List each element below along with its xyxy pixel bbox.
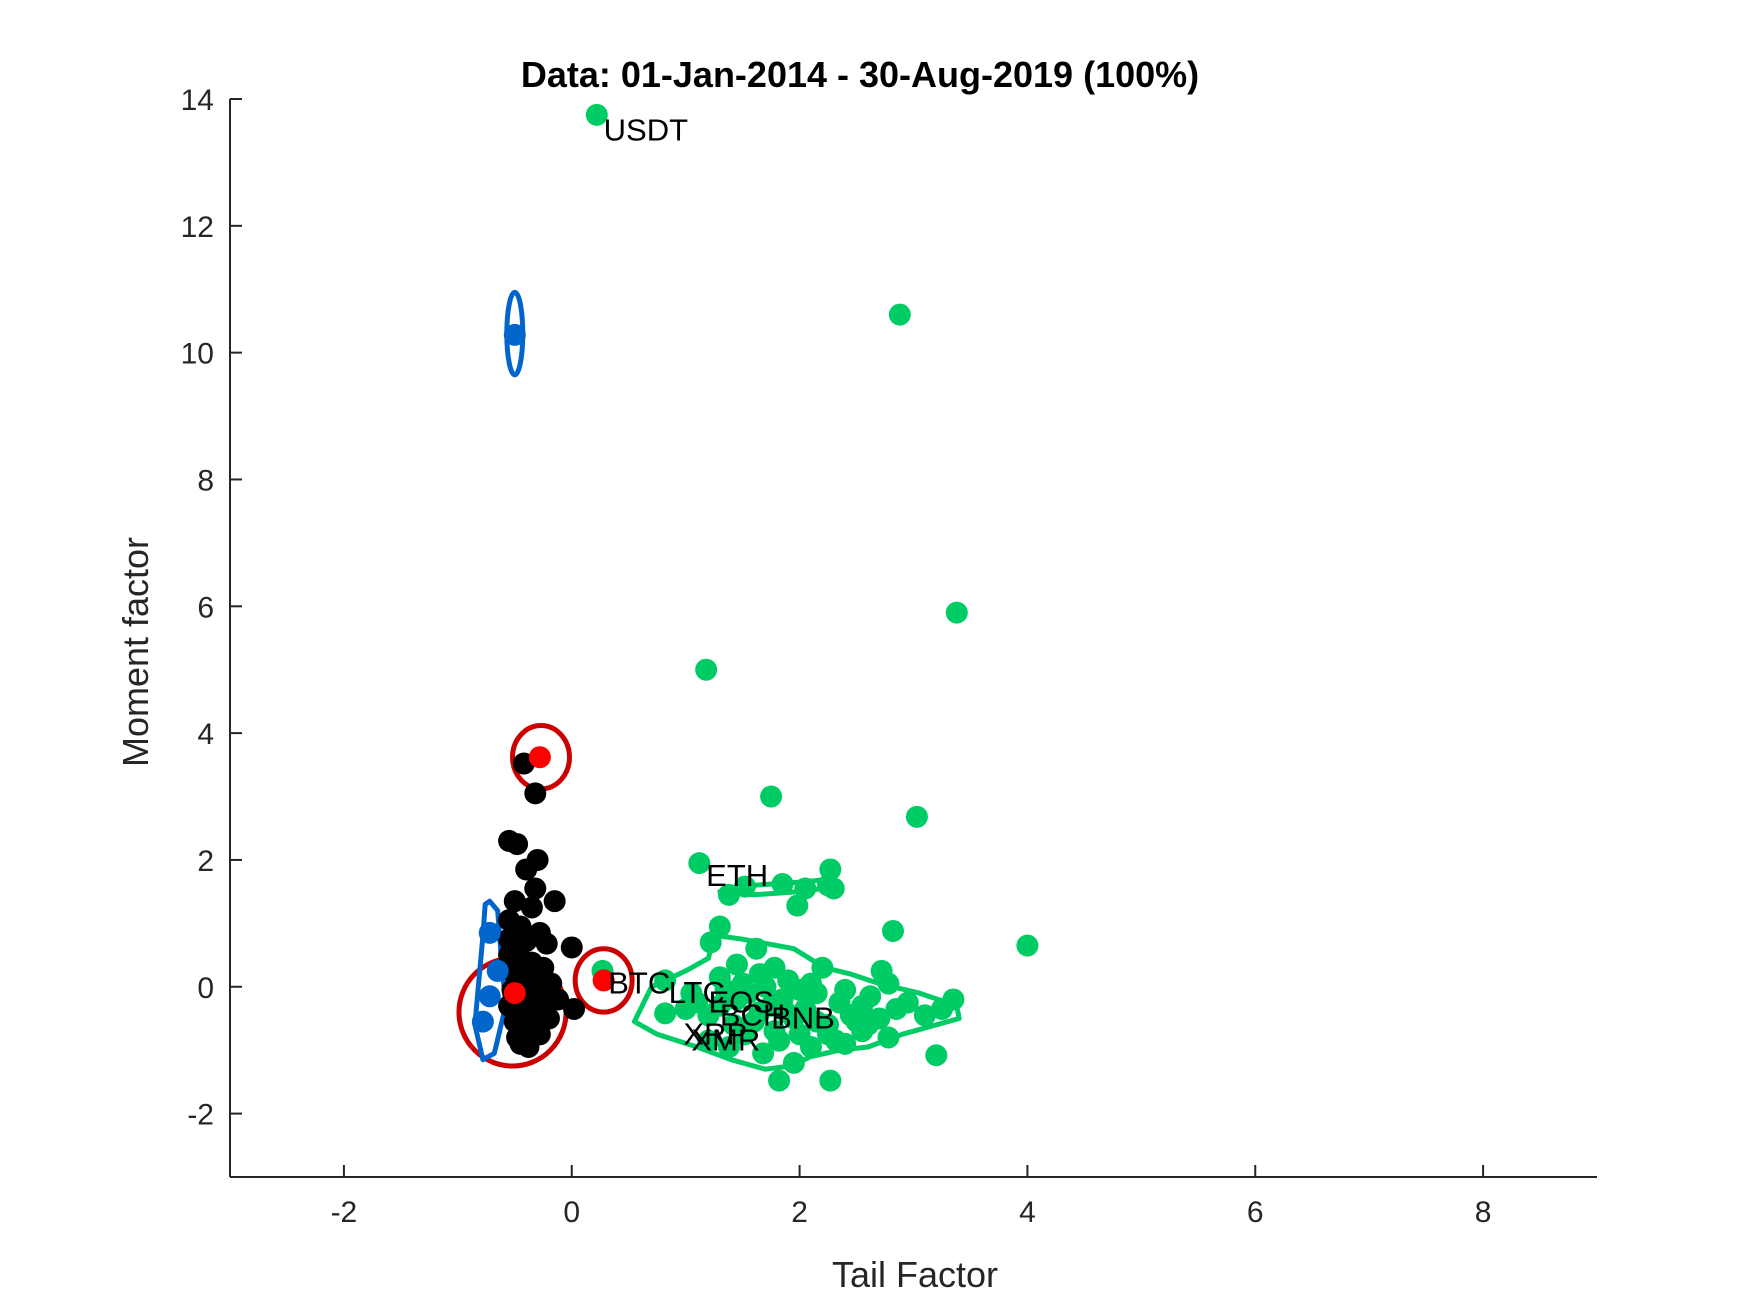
y-tick-label: 2 <box>197 845 214 878</box>
data-point <box>794 877 817 900</box>
x-tick-label: 8 <box>1475 1196 1492 1229</box>
data-point <box>877 972 900 995</box>
data-point <box>535 932 558 955</box>
data-point <box>788 1023 811 1046</box>
data-point <box>697 1029 720 1052</box>
x-tick-label: -2 <box>331 1196 358 1229</box>
data-point <box>515 858 538 881</box>
data-point <box>811 956 834 979</box>
point-label: BCH <box>720 997 785 1032</box>
y-tick-label: 4 <box>197 718 214 751</box>
data-point <box>859 985 882 1008</box>
point-label: XMR <box>691 1023 760 1058</box>
x-tick-label: 0 <box>563 1196 580 1229</box>
point-label: ETH <box>706 858 768 893</box>
data-point <box>592 969 615 992</box>
data-point <box>768 1069 791 1092</box>
data-point <box>752 1042 775 1065</box>
data-point <box>1016 934 1039 957</box>
point-label: USDT <box>604 113 688 148</box>
data-point <box>731 972 754 995</box>
data-point <box>799 972 822 995</box>
data-point <box>819 1069 842 1092</box>
data-point <box>654 1002 677 1025</box>
data-point <box>563 997 586 1020</box>
data-point <box>913 1004 936 1027</box>
data-point <box>877 1026 900 1049</box>
data-point <box>743 1010 766 1033</box>
chart-title: Data: 01-Jan-2014 - 30-Aug-2019 (100%) <box>521 54 1199 95</box>
data-point <box>825 1029 848 1052</box>
data-point <box>725 953 748 976</box>
data-point <box>498 928 521 951</box>
data-point <box>745 937 768 960</box>
x-tick-label: 2 <box>791 1196 808 1229</box>
x-tick-label: 6 <box>1247 1196 1264 1229</box>
data-point <box>805 1010 828 1033</box>
point-label: XRP <box>683 1016 747 1051</box>
data-point <box>754 975 777 998</box>
data-point <box>733 875 756 898</box>
data-point <box>817 874 840 897</box>
data-point <box>834 978 857 1001</box>
data-point <box>714 978 737 1001</box>
data-point <box>774 1001 797 1024</box>
data-point <box>528 746 551 769</box>
x-tick-label: 4 <box>1019 1196 1036 1229</box>
data-point <box>503 890 526 913</box>
y-tick-label: 8 <box>197 464 214 497</box>
data-point <box>585 103 608 126</box>
data-point <box>478 921 501 944</box>
data-point <box>695 658 718 681</box>
axes: -2 0 2 4 6 8 -2 0 2 4 6 8 10 12 14 <box>181 84 1597 1229</box>
data-point <box>509 1032 532 1055</box>
point-label: LTC <box>669 975 725 1010</box>
data-point <box>771 873 794 896</box>
data-point <box>717 1036 740 1059</box>
data-point <box>506 833 529 856</box>
data-point <box>782 1051 805 1074</box>
data-point <box>560 936 583 959</box>
data-point <box>524 782 547 805</box>
data-point <box>520 896 543 919</box>
data-point <box>786 894 809 917</box>
data-point <box>896 991 919 1014</box>
data-point <box>503 982 526 1005</box>
data-point <box>760 785 783 808</box>
data-point <box>503 323 526 346</box>
data-point <box>486 959 509 982</box>
data-point <box>654 969 677 992</box>
y-tick-label: 0 <box>197 972 214 1005</box>
x-axis-label: Tail Factor <box>832 1254 998 1295</box>
point-label: BNB <box>771 1000 835 1035</box>
data-point <box>925 1044 948 1067</box>
data-point <box>543 890 566 913</box>
data-point <box>856 1013 879 1036</box>
data-point <box>524 877 547 900</box>
data-point <box>688 852 711 875</box>
data-point <box>905 805 928 828</box>
data-point <box>722 1013 745 1036</box>
data-point <box>945 601 968 624</box>
density-contour <box>572 946 635 1015</box>
data-point <box>881 919 904 942</box>
points-layer <box>471 103 1039 1092</box>
y-tick-label: 12 <box>181 211 214 244</box>
data-point <box>942 988 965 1011</box>
point-label: BTC <box>608 966 670 1001</box>
y-tick-label: -2 <box>187 1099 214 1132</box>
y-axis-label: Moment factor <box>115 537 156 767</box>
y-tick-label: 14 <box>181 84 214 117</box>
y-tick-label: 6 <box>197 591 214 624</box>
data-point <box>515 930 538 953</box>
data-point <box>888 303 911 326</box>
data-point <box>699 931 722 954</box>
data-point <box>763 1020 786 1043</box>
data-point <box>471 1010 494 1033</box>
point-label: EOS <box>708 985 773 1020</box>
y-tick-label: 10 <box>181 338 214 371</box>
data-point <box>478 985 501 1008</box>
